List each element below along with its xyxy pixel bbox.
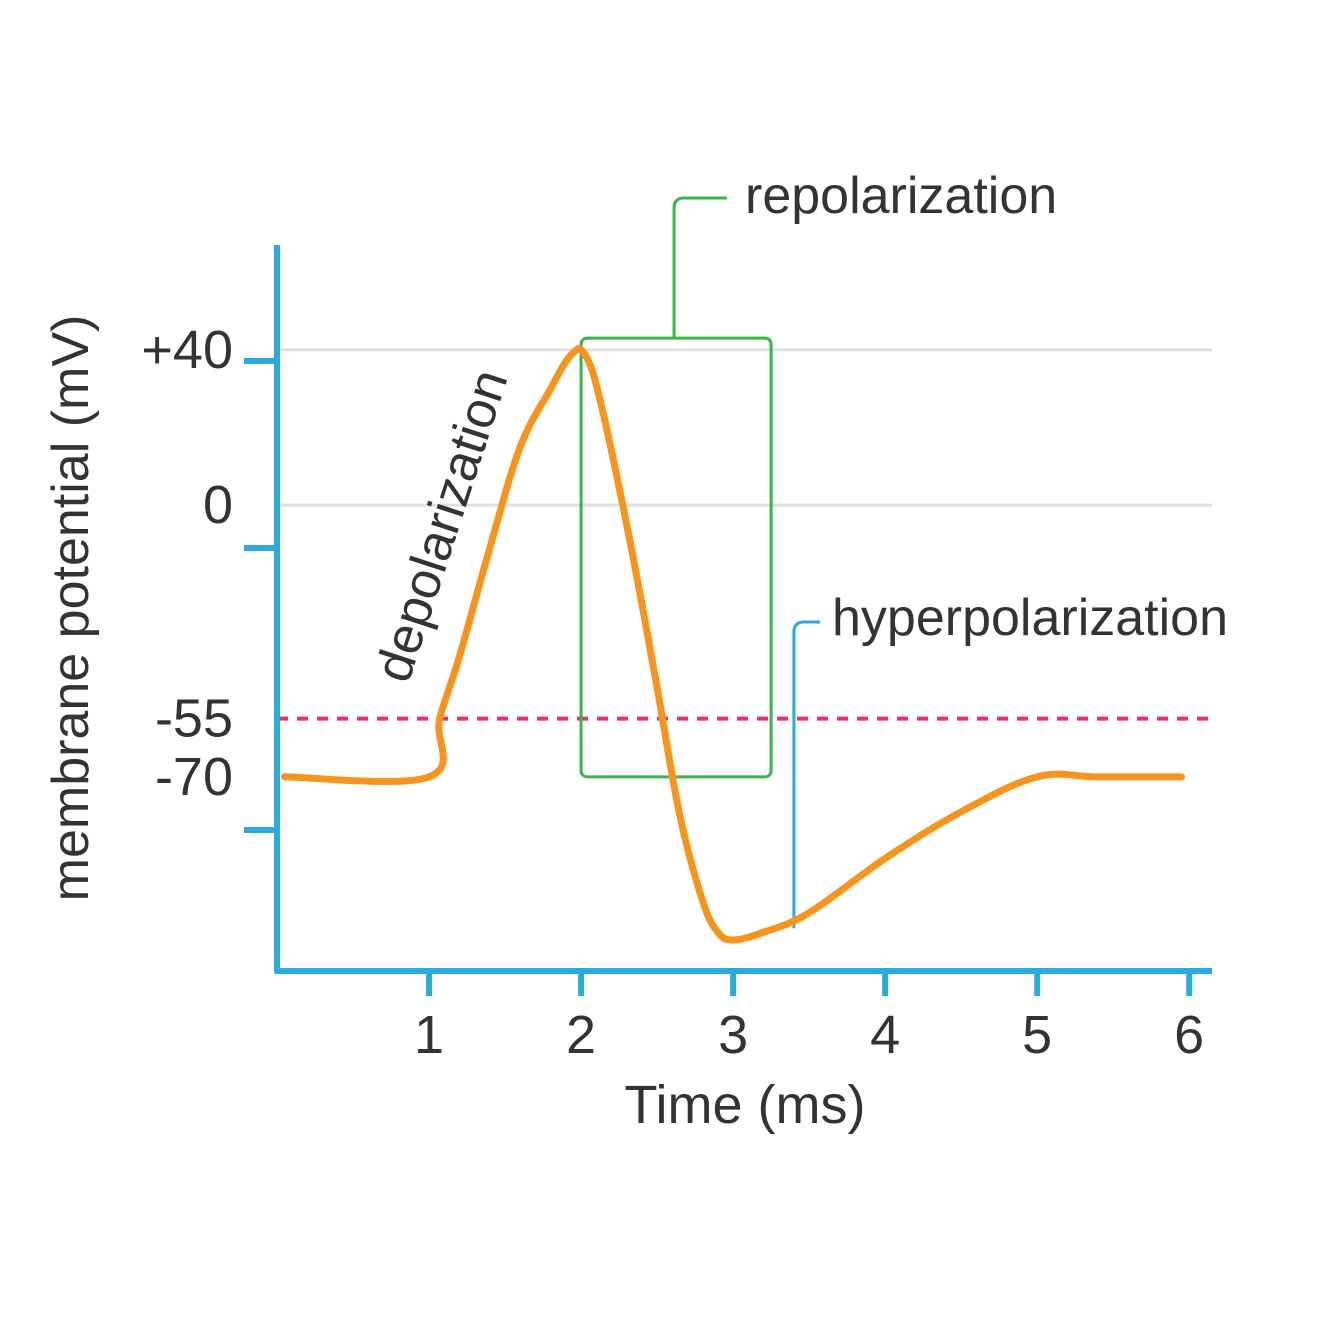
grid-lines [277,348,1212,507]
y-axis-label: membrane potential (mV) [42,315,100,902]
repolarization-leader [672,196,727,339]
labels-layer: membrane potential (mV) Time (ms) depola… [42,167,1228,1135]
x-tick-label-0: 1 [414,1005,444,1065]
x-tick-label-3: 4 [870,1005,900,1065]
axes-layer [244,245,1212,996]
hyperpolarization-label: hyperpolarization [832,589,1228,647]
x-tick-label-2: 3 [718,1005,748,1065]
x-tick-label-1: 2 [566,1005,596,1065]
action-potential-line [281,344,1186,944]
repolarization-layer [579,196,773,779]
x-tick-label-5: 6 [1174,1005,1204,1065]
y-tick-label-0: +40 [141,320,233,380]
y-tick-label-3: -70 [155,747,233,807]
repolarization-label: repolarization [745,167,1057,225]
y-tick-label-1: 0 [203,475,233,535]
hyperpolarization-leader [792,620,820,929]
hyperpolarization-layer [792,620,820,929]
x-tick-label-4: 5 [1022,1005,1052,1065]
x-axis-label: Time (ms) [625,1075,866,1135]
y-tick-label-2: -55 [155,689,233,749]
trace-layer [281,344,1186,944]
repolarization-box [579,336,773,779]
